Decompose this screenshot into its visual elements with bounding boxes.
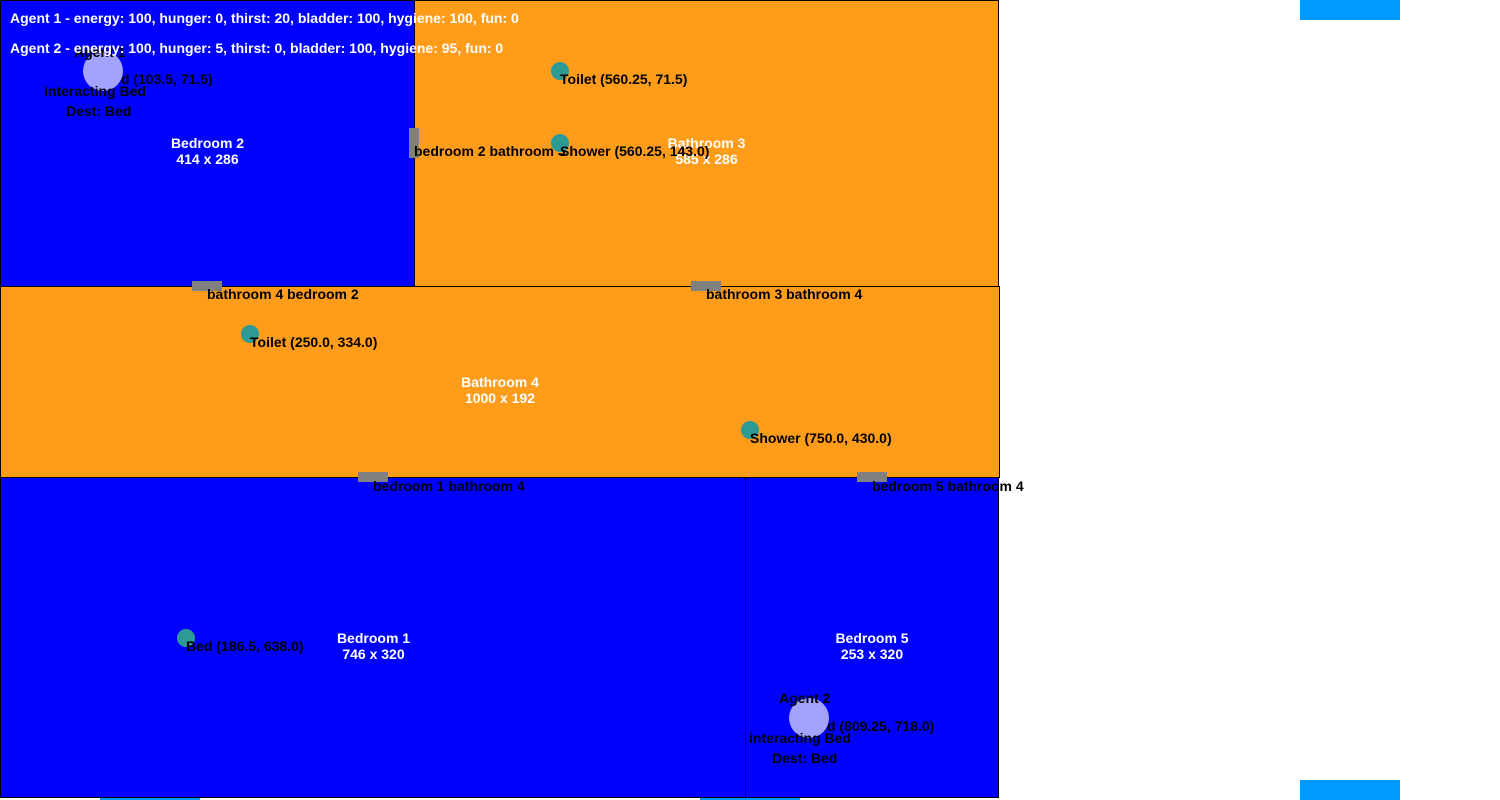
door-label: bathroom 3 bathroom 4: [706, 286, 862, 302]
object-label-toilet: Toilet (250.0, 334.0): [250, 334, 377, 350]
room-name: Bedroom 5: [746, 630, 998, 646]
agent-2-name: Agent 2: [779, 690, 830, 706]
room-name: Bedroom 2: [1, 135, 414, 151]
room-size: 414 x 286: [1, 151, 414, 167]
object-label-shower: Shower (560.25, 143.0): [560, 143, 709, 159]
room-name: Bathroom 4: [1, 374, 999, 390]
room-size: 1000 x 192: [1, 390, 999, 406]
object-label-toilet: Toilet (560.25, 71.5): [560, 71, 687, 87]
agent-1-destination: Dest: Bed: [66, 103, 131, 119]
room-bathroom-4: Bathroom 4 1000 x 192: [0, 286, 1000, 478]
room-size: 746 x 320: [1, 646, 746, 662]
door-label: bedroom 1 bathroom 4: [373, 478, 525, 494]
object-label-shower: Shower (750.0, 430.0): [750, 430, 892, 446]
door-label: bedroom 2 bathroom 3: [414, 143, 566, 159]
agent-2-destination: Dest: Bed: [772, 750, 837, 766]
spawn-marker-bottom-3: [1300, 780, 1400, 800]
spawn-marker-top-3: [1300, 0, 1400, 20]
room-bedroom-1: Bedroom 1 746 x 320: [0, 477, 747, 798]
agent-1-status: Agent 1 - energy: 100, hunger: 0, thirst…: [10, 10, 519, 26]
room-size: 253 x 320: [746, 646, 998, 662]
agent-2-status: Agent 2 - energy: 100, hunger: 5, thirst…: [10, 40, 503, 56]
room-name: Bedroom 1: [1, 630, 746, 646]
agent-1-action: interacting Bed: [44, 83, 146, 99]
door-label: bedroom 5 bathroom 4: [872, 478, 1024, 494]
door-label: bathroom 4 bedroom 2: [207, 286, 359, 302]
agent-2-action: interacting Bed: [749, 730, 851, 746]
object-label-bed: Bed (186.5, 638.0): [186, 638, 304, 654]
